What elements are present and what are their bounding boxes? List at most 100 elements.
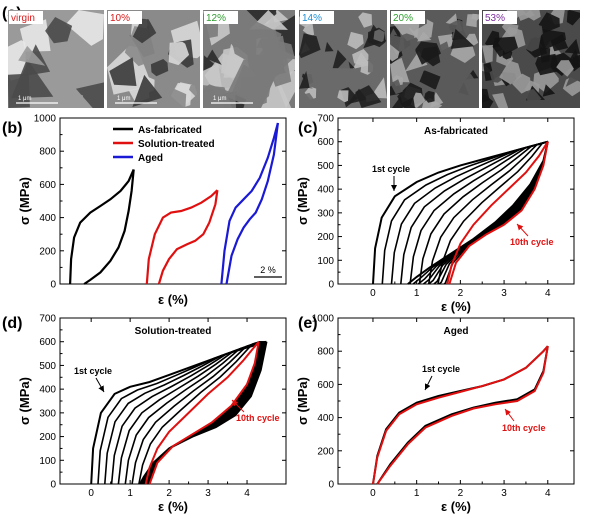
micrograph-2: 10% 1 μm: [107, 10, 200, 108]
grain: [358, 12, 372, 28]
scale-bar-label: 1 μm: [117, 96, 130, 102]
y-axis-label: σ (MPa): [295, 377, 310, 425]
arrow: [95, 377, 105, 393]
micrograph-5: 20%: [390, 10, 479, 108]
grain: [337, 90, 349, 103]
series-line: [407, 141, 549, 285]
grain: [324, 41, 334, 52]
y-tick-label: 700: [39, 314, 56, 325]
grain: [448, 19, 463, 33]
strain-label-background: [300, 11, 334, 24]
grain: [434, 41, 451, 60]
grain: [524, 10, 541, 21]
grain: [398, 33, 416, 54]
x-tick-label: 4: [545, 288, 551, 299]
grain: [150, 59, 169, 77]
annotation-1st-cycle: 1st cycle: [372, 164, 410, 174]
micrograph-strip: virgin 1 μm 10% 1 μm 12% 1 μm 14% 20% 53%: [8, 10, 580, 108]
grain: [556, 60, 574, 77]
series-line: [157, 190, 219, 285]
y-axis-label: σ (MPa): [17, 377, 32, 425]
arrow: [516, 223, 529, 237]
grain: [304, 86, 317, 100]
y-tick-label: 200: [39, 432, 56, 443]
annotation-10th-cycle: 10th cycle: [510, 237, 554, 247]
grain: [565, 65, 580, 87]
x-tick-label: 1: [414, 488, 420, 499]
chart-title: Aged: [444, 326, 469, 337]
grain: [539, 47, 551, 63]
legend-label: Solution-treated: [138, 139, 215, 150]
grain: [367, 49, 387, 75]
y-tick-label: 1000: [312, 314, 335, 325]
plot-frame: [59, 317, 287, 485]
y-tick-label: 600: [39, 180, 56, 191]
grain: [347, 31, 364, 50]
x-axis-label: ε (%): [441, 299, 471, 314]
grain: [492, 93, 509, 108]
grain: [466, 14, 477, 28]
grain: [424, 90, 435, 103]
plot-frame: [337, 317, 575, 485]
grain: [373, 29, 385, 42]
y-tick-label: 700: [317, 114, 334, 125]
legend-label: Aged: [138, 153, 163, 164]
annotation-1st-cycle: 1st cycle: [422, 364, 460, 374]
series-line: [148, 341, 260, 485]
grain: [419, 70, 441, 90]
grain: [231, 17, 282, 67]
x-tick-label: 1: [127, 488, 133, 499]
y-tick-label: 1000: [34, 114, 57, 125]
grain: [355, 85, 382, 108]
grain: [206, 49, 222, 65]
grain: [414, 41, 441, 65]
x-tick-label: 2: [458, 288, 464, 299]
x-tick-label: 0: [370, 288, 376, 299]
y-tick-label: 100: [39, 456, 56, 467]
y-tick-label: 0: [50, 480, 56, 491]
y-tick-label: 400: [39, 213, 56, 224]
x-tick-label: 4: [244, 488, 250, 499]
y-tick-label: 200: [39, 246, 56, 257]
grain: [390, 44, 400, 62]
grain: [19, 19, 51, 52]
strain-label: 20%: [393, 13, 413, 24]
series-line: [90, 340, 267, 485]
grain: [450, 28, 475, 49]
series-line: [376, 346, 549, 485]
grain: [328, 93, 345, 108]
panel-d-label: (d): [2, 315, 22, 332]
grain: [18, 45, 46, 66]
annotation-10th-cycle: 10th cycle: [502, 423, 546, 433]
grain: [8, 73, 30, 108]
grain: [8, 40, 27, 81]
grain: [299, 33, 321, 59]
y-tick-label: 0: [328, 480, 334, 491]
y-tick-label: 600: [317, 380, 334, 391]
grain: [157, 88, 187, 108]
y-axis-label: σ (MPa): [17, 177, 32, 225]
series-line: [376, 346, 549, 485]
chart-title: As-fabricated: [424, 126, 488, 137]
legend-label: As-fabricated: [138, 125, 202, 136]
y-tick-label: 400: [317, 413, 334, 424]
grain: [539, 29, 566, 50]
x-tick-label: 3: [501, 288, 507, 299]
grain: [455, 73, 479, 100]
x-tick-label: 0: [88, 488, 94, 499]
strain-label-background: [9, 11, 43, 24]
grain: [511, 73, 531, 94]
series-line: [372, 140, 549, 285]
strain-label: virgin: [11, 13, 35, 24]
annotation-10th-cycle: 10th cycle: [236, 413, 280, 423]
x-tick-label: 2: [458, 488, 464, 499]
series-line: [220, 122, 279, 285]
grain: [515, 10, 527, 17]
strain-label: 10%: [110, 13, 130, 24]
y-tick-label: 200: [317, 446, 334, 457]
grain: [492, 36, 518, 58]
x-axis-label: ε (%): [158, 499, 188, 514]
grain: [299, 71, 310, 89]
grain: [353, 52, 370, 69]
strain-label-background: [483, 11, 517, 24]
